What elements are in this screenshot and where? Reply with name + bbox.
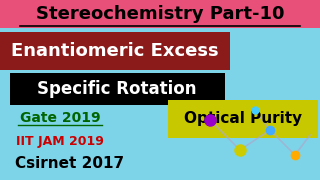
FancyBboxPatch shape: [0, 32, 230, 70]
FancyBboxPatch shape: [10, 73, 225, 105]
FancyBboxPatch shape: [0, 0, 320, 28]
Text: Optical Purity: Optical Purity: [184, 111, 302, 127]
Text: Gate 2019: Gate 2019: [20, 111, 100, 125]
Text: Specific Rotation: Specific Rotation: [37, 80, 197, 98]
Text: Stereochemistry Part-10: Stereochemistry Part-10: [36, 5, 284, 23]
FancyBboxPatch shape: [168, 100, 318, 138]
Text: Enantiomeric Excess: Enantiomeric Excess: [11, 42, 219, 60]
Text: Csirnet 2017: Csirnet 2017: [15, 156, 124, 172]
Text: IIT JAM 2019: IIT JAM 2019: [16, 136, 104, 148]
